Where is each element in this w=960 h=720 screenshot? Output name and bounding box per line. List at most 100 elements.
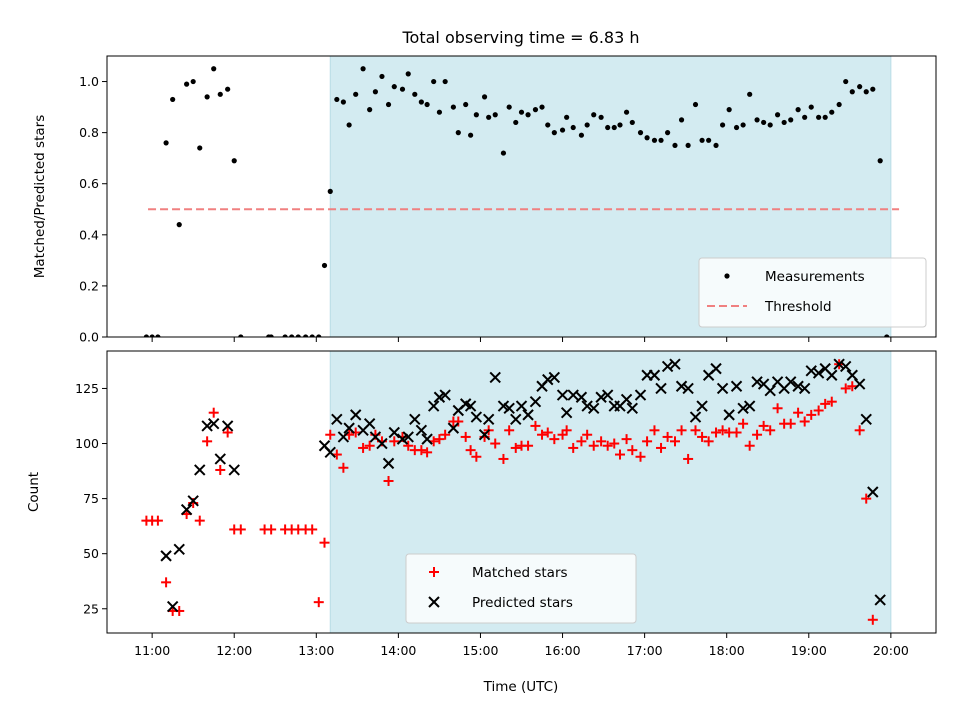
data-point [559,127,566,133]
data-point [568,442,579,453]
data-point [744,440,755,451]
x-tick-label: 15:00 [462,643,498,658]
data-point-b [792,380,804,392]
data-point-b [447,422,460,434]
data-point [740,122,746,128]
data-point-b [730,380,743,392]
legend-marker [428,596,440,608]
data-point-b [194,464,206,476]
data-point [325,429,336,440]
data-point [489,371,501,384]
data-point [421,433,433,445]
data-point [635,451,646,462]
legend-box [405,553,637,624]
data-point [161,577,172,588]
data-point [795,107,801,113]
data-point [204,94,210,100]
x-tick-label: 14:00 [380,643,416,658]
count-panel: 11:00 12:00 13:00 14:00 15:00 16:00 17:00 18:00… [26,350,937,658]
data-point [576,436,587,447]
data-point [542,373,554,386]
data-point [560,406,573,419]
data-point [682,382,694,395]
data-point [696,400,708,412]
data-point [228,464,240,476]
data-point [515,400,528,412]
data-point-b [482,413,495,426]
data-point-b [655,382,667,395]
data-point [570,124,576,131]
x-tick-label: 17:00 [627,643,663,658]
data-point [360,66,366,72]
data-point [412,91,418,97]
data-point [363,417,376,430]
data-point [812,367,825,379]
data-point [793,407,804,418]
data-point [561,425,572,436]
data-point [238,334,244,337]
data-point-b [634,389,647,401]
data-point-b [515,400,528,412]
data-point [627,445,638,456]
data-point [754,117,760,123]
data-point [337,431,350,443]
data-point [152,515,163,526]
data-point [655,382,667,395]
data-point [331,413,343,426]
data-point [319,537,330,548]
x-tick-label: 16:00 [545,643,581,658]
data-point [644,135,650,141]
legend-label: Predicted stars [472,595,573,611]
data-point [510,413,522,426]
data-point [743,400,756,412]
data-point [391,84,397,90]
legend-box [698,257,927,328]
data-point-b [349,409,362,421]
data-point-b [620,393,633,406]
data-point [733,124,740,131]
data-point [575,391,588,403]
data-point-b [187,495,199,507]
data-point-b [470,411,483,423]
data-point [215,464,226,475]
data-point [685,142,691,149]
data-point [716,382,729,395]
data-point [717,425,728,436]
data-point-b [860,413,872,426]
data-point [626,402,639,414]
data-point [710,362,722,375]
data-point [772,403,783,414]
data-point [409,413,421,426]
data-point [478,429,491,441]
data-point-b [510,413,522,426]
data-point [338,462,349,473]
data-point [184,81,190,87]
data-point-b [710,362,722,375]
data-point [482,413,495,426]
data-point [530,420,541,431]
data-point [231,158,237,164]
data-point [225,86,231,92]
y-tick-label: 0.6 [79,176,99,191]
data-point-b [337,431,350,443]
data-point-b [160,550,172,562]
data-point [662,431,673,442]
data-point [403,440,414,451]
data-point-b [723,409,735,421]
data-point [155,334,161,337]
data-point [173,543,185,555]
data-point [816,114,822,120]
data-point [833,358,845,370]
data-point [806,409,817,420]
data-point [170,96,176,103]
data-point [761,119,767,126]
data-point [504,425,515,436]
data-point-b [201,420,213,432]
data-point [399,86,406,92]
data-point-b [421,433,433,445]
data-point [623,109,630,115]
legend-label: Threshold [764,299,832,315]
y-tick-label: 25 [83,601,99,616]
data-point-b [669,358,681,370]
data-point [829,109,835,115]
